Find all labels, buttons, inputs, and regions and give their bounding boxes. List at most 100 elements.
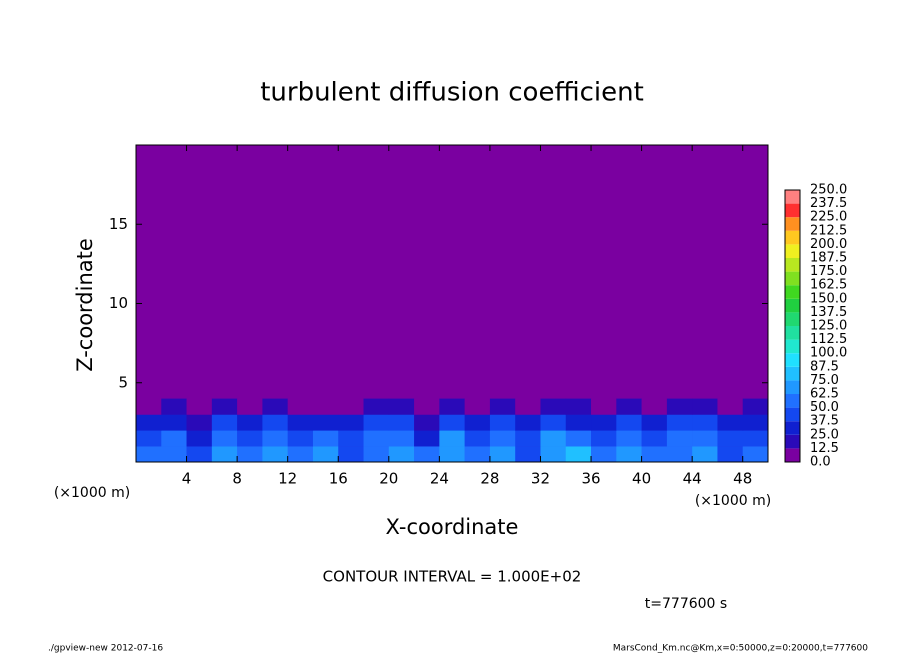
field-cell bbox=[211, 414, 238, 431]
colorbar-label: 25.0 bbox=[810, 427, 839, 442]
field-cell bbox=[388, 430, 415, 447]
field-cell bbox=[363, 398, 390, 415]
field-cell bbox=[717, 414, 744, 431]
field-cell bbox=[616, 446, 642, 463]
x-tick-label: 40 bbox=[632, 470, 651, 488]
x-tick-label: 12 bbox=[278, 470, 297, 488]
field-cell bbox=[540, 398, 567, 415]
field-cell bbox=[591, 414, 617, 431]
field-cell bbox=[540, 414, 567, 431]
field-cell bbox=[666, 446, 693, 463]
field-cell bbox=[439, 446, 465, 463]
field-cell bbox=[287, 414, 314, 431]
field-cell bbox=[287, 430, 314, 447]
colorbar-band bbox=[785, 217, 800, 231]
colorbar-band bbox=[785, 339, 800, 354]
field-cell bbox=[136, 398, 162, 415]
colorbar-label: 50.0 bbox=[810, 400, 839, 415]
field-cell bbox=[565, 414, 592, 431]
colorbar-band bbox=[785, 434, 800, 449]
field-cell bbox=[515, 430, 541, 447]
field-cell bbox=[540, 430, 567, 447]
colorbar-band bbox=[785, 230, 800, 245]
field-cell bbox=[515, 446, 541, 463]
colorbar-band bbox=[785, 448, 800, 462]
field-cell bbox=[540, 446, 567, 463]
field-cell bbox=[666, 398, 693, 415]
field-cell bbox=[414, 446, 440, 463]
colorbar-band bbox=[785, 258, 800, 272]
field-cell bbox=[489, 446, 516, 463]
x-tick-label: 20 bbox=[379, 470, 398, 488]
field-cell bbox=[464, 446, 491, 463]
field-cell bbox=[692, 414, 718, 431]
field-cell bbox=[414, 398, 440, 415]
field-cell bbox=[136, 430, 162, 447]
chart-title: turbulent diffusion coefficient bbox=[260, 78, 644, 108]
field-cell bbox=[515, 414, 541, 431]
field-cell bbox=[161, 430, 187, 447]
colorbar-label: 75.0 bbox=[810, 373, 839, 388]
x-unit-left: (×1000 m) bbox=[54, 485, 130, 501]
footer-left: ./gpview-new 2012-07-16 bbox=[48, 644, 163, 654]
x-axis-label: X-coordinate bbox=[386, 515, 519, 539]
field-cell bbox=[742, 414, 769, 431]
field-cell bbox=[237, 414, 263, 431]
colorbar-band bbox=[785, 421, 800, 435]
field-cell bbox=[616, 398, 642, 415]
colorbar-band bbox=[785, 312, 800, 326]
colorbar-label: 200.0 bbox=[810, 237, 847, 252]
field-cell bbox=[641, 446, 668, 463]
field-cell bbox=[616, 430, 642, 447]
y-tick-label: 5 bbox=[118, 373, 128, 391]
x-tick-label: 28 bbox=[480, 470, 499, 488]
y-axis-label: Z-coordinate bbox=[73, 238, 97, 372]
colorbar-label: 212.5 bbox=[810, 223, 847, 238]
colorbar-band bbox=[785, 271, 800, 286]
field-cell bbox=[363, 414, 390, 431]
field-cell bbox=[641, 414, 668, 431]
field-cell bbox=[414, 414, 440, 431]
x-tick-label: 44 bbox=[683, 470, 702, 488]
colorbar-label: 225.0 bbox=[810, 210, 847, 225]
field-cell bbox=[717, 446, 744, 463]
x-tick-label: 8 bbox=[232, 470, 242, 488]
field-cell bbox=[338, 414, 364, 431]
field-cell bbox=[363, 446, 390, 463]
colorbar-band bbox=[785, 326, 800, 340]
field-cell bbox=[742, 446, 769, 463]
colorbar-label: 12.5 bbox=[810, 441, 839, 456]
field-cell bbox=[692, 398, 718, 415]
colorbar-band bbox=[785, 285, 800, 299]
field-cell bbox=[616, 414, 642, 431]
colorbar-band bbox=[785, 366, 800, 381]
field-cell bbox=[211, 430, 238, 447]
x-tick-label: 36 bbox=[581, 470, 600, 488]
x-tick-label: 48 bbox=[733, 470, 752, 488]
field-cell bbox=[565, 430, 592, 447]
y-tick-label: 10 bbox=[109, 294, 128, 312]
field-cell bbox=[591, 398, 617, 415]
y-tick-label: 15 bbox=[109, 215, 128, 233]
colorbar-label: 150.0 bbox=[810, 291, 847, 306]
field-cell bbox=[692, 446, 718, 463]
field-cell bbox=[312, 414, 339, 431]
field-cell bbox=[439, 430, 465, 447]
colorbar-label: 62.5 bbox=[810, 387, 839, 402]
x-tick-label: 32 bbox=[531, 470, 550, 488]
colorbar-band bbox=[785, 203, 800, 218]
field-cell bbox=[666, 414, 693, 431]
field-cell bbox=[237, 398, 263, 415]
field-cell bbox=[186, 430, 213, 447]
field-cell bbox=[742, 430, 769, 447]
colorbar-label: 37.5 bbox=[810, 414, 839, 429]
field-cell bbox=[312, 430, 339, 447]
field-cell bbox=[161, 414, 187, 431]
x-tick-label: 24 bbox=[430, 470, 449, 488]
field-cell bbox=[312, 398, 339, 415]
colorbar-label: 187.5 bbox=[810, 251, 847, 266]
field-cell bbox=[338, 446, 364, 463]
field-cell bbox=[161, 398, 187, 415]
field-cell bbox=[565, 446, 592, 463]
field-cell bbox=[262, 446, 288, 463]
